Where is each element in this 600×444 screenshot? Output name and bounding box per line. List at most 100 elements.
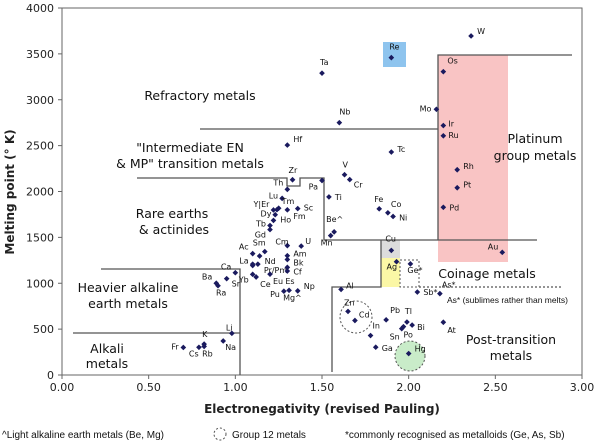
point-Yb xyxy=(249,271,256,278)
y-tick-label: 2000 xyxy=(26,186,54,199)
point-Gd xyxy=(267,226,273,233)
point-Ho xyxy=(272,211,279,218)
point-Ca xyxy=(232,269,239,276)
label-Ba: Ba xyxy=(202,272,212,281)
footnote-group12: Group 12 metals xyxy=(232,430,306,441)
point-Co xyxy=(385,209,391,216)
label-Ac: Ac xyxy=(239,243,249,252)
y-tick-label: 3000 xyxy=(26,94,54,107)
label-Fr: Fr xyxy=(171,342,179,351)
point-Bk xyxy=(284,256,291,263)
y-tick-label: 1000 xyxy=(26,277,54,290)
point-Ni xyxy=(390,213,396,220)
point-Au xyxy=(499,249,506,256)
label-Cs: Cs xyxy=(189,349,199,358)
label-Zr: Zr xyxy=(289,166,298,175)
label-Nd: Nd xyxy=(265,257,276,266)
label-Co: Co xyxy=(391,200,402,209)
point-Th xyxy=(284,186,291,193)
label-Na: Na xyxy=(225,343,236,352)
point-Zr xyxy=(289,176,296,183)
point-Am xyxy=(284,252,291,259)
label-Fe: Fe xyxy=(374,195,383,204)
point-Fm xyxy=(284,207,291,213)
y-tick-label: 3500 xyxy=(26,48,54,61)
point-Es xyxy=(284,268,291,274)
point-Pm xyxy=(255,261,261,267)
mercury-highlight xyxy=(394,340,426,372)
label-platinum-1: Platinum xyxy=(507,131,562,146)
label-Sn: Sn xyxy=(390,333,400,342)
x-tick-label: 0.00 xyxy=(50,381,75,394)
point-Bi xyxy=(409,322,415,328)
label-Ni: Ni xyxy=(399,213,407,222)
point-Pa xyxy=(319,177,325,184)
point-Nb xyxy=(336,119,343,126)
point-Eu xyxy=(267,271,273,277)
point-Pu xyxy=(281,288,287,295)
point-Er xyxy=(274,206,280,213)
label-Pa: Pa xyxy=(309,182,318,191)
point-Nd xyxy=(256,253,263,259)
point-Ra xyxy=(215,282,221,289)
point-Cu xyxy=(388,247,395,254)
label-Mn: Mn xyxy=(321,239,333,248)
label-refractory: Refractory metals xyxy=(144,88,255,103)
point-Ga xyxy=(372,344,379,351)
point-Mo xyxy=(433,106,440,113)
point-Fe xyxy=(376,206,383,212)
point-Tb xyxy=(267,222,273,229)
label-Ag: Ag xyxy=(387,263,398,272)
point-Sn xyxy=(398,325,405,332)
label-alkali-2: metals xyxy=(86,356,128,371)
point-Cf xyxy=(284,264,291,271)
label-Sm: Sm xyxy=(253,239,266,248)
label-U: U xyxy=(305,237,311,246)
label-Ru: Ru xyxy=(448,131,458,140)
point-Ti xyxy=(326,194,332,200)
label-Tb: Tb xyxy=(255,220,266,229)
germanium-dashed-box xyxy=(399,259,420,288)
label-Ho: Ho xyxy=(280,216,291,225)
label-Tl: Tl xyxy=(404,307,412,316)
point-Ru xyxy=(440,132,447,139)
label-Pm: Pr/Pm xyxy=(264,266,287,275)
label-Tc: Tc xyxy=(396,145,405,154)
point-Cr xyxy=(346,176,353,183)
label-rare-earths-2: & actinides xyxy=(139,222,209,237)
label-post-transition-1: Post-transition xyxy=(466,332,556,347)
point-Na xyxy=(220,338,227,344)
label-Re: Re xyxy=(389,43,399,52)
label-Cm: Cm xyxy=(275,238,289,247)
label-Nb: Nb xyxy=(339,108,350,117)
label-Lu: Lu xyxy=(269,191,278,200)
point-Ge xyxy=(407,261,414,267)
point-W xyxy=(468,33,474,39)
point-Be xyxy=(331,229,337,235)
point-Hf xyxy=(284,142,291,148)
point-Sc xyxy=(294,205,301,212)
label-V: V xyxy=(343,161,349,170)
label-Pd: Pd xyxy=(449,203,459,212)
label-Cf: Cf xyxy=(293,267,302,276)
point-Cd xyxy=(352,317,358,324)
label-Ga: Ga xyxy=(382,344,393,353)
label-Yb: Yb xyxy=(238,275,249,284)
point-V xyxy=(341,171,348,178)
label-Bk: Bk xyxy=(293,258,303,267)
label-Es: Es xyxy=(285,277,294,286)
label-Sc: Sc xyxy=(304,204,313,213)
point-Fr xyxy=(180,344,187,351)
y-tick-label: 4000 xyxy=(26,2,54,15)
label-Pb: Pb xyxy=(390,306,400,315)
point-Tc xyxy=(388,149,395,155)
point-Pb xyxy=(383,317,389,323)
label-Mg: Mg^ xyxy=(283,293,302,302)
label-K: K xyxy=(202,330,208,339)
point-La xyxy=(249,262,256,269)
silver-highlight xyxy=(381,258,400,287)
label-Eu: Eu xyxy=(273,277,283,286)
point-Y xyxy=(270,207,277,213)
point-Pt xyxy=(454,184,461,191)
x-tick-label: 2.50 xyxy=(483,381,508,394)
